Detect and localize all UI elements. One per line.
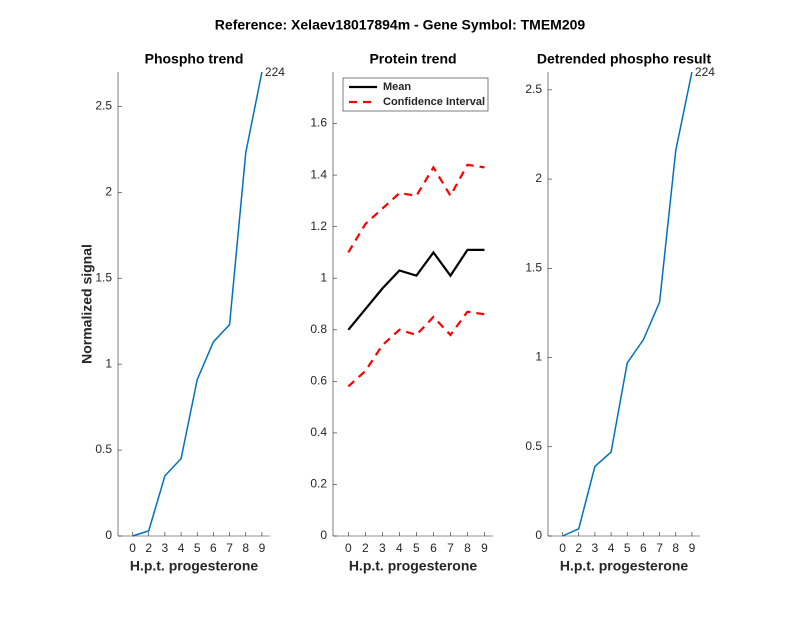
y-tick-label: 0.2	[310, 477, 327, 491]
data-line	[562, 71, 693, 537]
panel-title: Phospho trend	[145, 51, 244, 67]
annotation: 224	[695, 65, 715, 79]
x-tick-label: 5	[624, 541, 631, 555]
x-axis-label: H.p.t. progesterone	[560, 558, 689, 574]
x-tick-label: 7	[447, 541, 454, 555]
panel-title: Protein trend	[369, 51, 456, 67]
x-tick-label: 3	[379, 541, 386, 555]
y-tick-label: 2.5	[95, 99, 112, 113]
x-tick-label: 3	[162, 541, 169, 555]
x-tick-label: 4	[396, 541, 403, 555]
x-tick-label: 4	[608, 541, 615, 555]
x-tick-label: 0	[559, 541, 566, 555]
annotation: 224	[265, 65, 285, 79]
x-tick-label: 7	[226, 541, 233, 555]
x-tick-label: 6	[640, 541, 647, 555]
y-axis-label: Normalized signal	[79, 244, 95, 364]
x-tick-label: 2	[145, 541, 152, 555]
panel-title: Detrended phospho result	[537, 51, 712, 67]
x-tick-label: 9	[259, 541, 266, 555]
y-tick-label: 2	[105, 184, 112, 198]
x-tick-label: 7	[656, 541, 663, 555]
legend-label: Confidence Interval	[383, 96, 485, 108]
x-tick-label: 8	[672, 541, 679, 555]
y-tick-label: 0	[320, 528, 327, 542]
y-tick-label: 2	[535, 171, 542, 185]
y-tick-label: 1	[105, 356, 112, 370]
y-tick-label: 0.6	[310, 374, 327, 388]
x-tick-label: 2	[362, 541, 369, 555]
y-tick-label: 0	[105, 528, 112, 542]
y-tick-label: 1.4	[310, 167, 327, 181]
y-tick-label: 1	[320, 270, 327, 284]
x-tick-label: 0	[129, 541, 136, 555]
x-axis-label: H.p.t. progesterone	[349, 558, 478, 574]
lower-ci-line	[347, 310, 485, 388]
y-tick-label: 1	[535, 350, 542, 364]
x-tick-label: 4	[178, 541, 185, 555]
x-axis-label: H.p.t. progesterone	[130, 558, 259, 574]
x-tick-label: 6	[430, 541, 437, 555]
y-tick-label: 0.5	[95, 442, 112, 456]
upper-ci-line	[347, 163, 485, 254]
y-tick-label: 1.5	[95, 270, 112, 284]
data-line	[132, 71, 263, 537]
x-tick-label: 0	[345, 541, 352, 555]
y-tick-label: 0	[535, 528, 542, 542]
mean-line	[347, 248, 485, 331]
y-tick-label: 1.6	[310, 116, 327, 130]
x-tick-label: 8	[242, 541, 249, 555]
y-tick-label: 0.8	[310, 322, 327, 336]
figure-title: Reference: Xelaev18017894m - Gene Symbol…	[215, 17, 586, 33]
x-tick-label: 9	[689, 541, 696, 555]
x-tick-label: 5	[413, 541, 420, 555]
y-tick-label: 1.2	[310, 219, 327, 233]
x-tick-label: 2	[575, 541, 582, 555]
x-tick-label: 6	[210, 541, 217, 555]
x-tick-label: 5	[194, 541, 201, 555]
y-tick-label: 0.5	[525, 439, 542, 453]
x-tick-label: 8	[464, 541, 471, 555]
x-tick-label: 3	[592, 541, 599, 555]
legend-box	[342, 77, 489, 112]
y-tick-label: 1.5	[525, 260, 542, 274]
x-tick-label: 9	[481, 541, 488, 555]
y-tick-label: 0.4	[310, 425, 327, 439]
legend-label: Mean	[383, 81, 411, 93]
y-tick-label: 2.5	[525, 82, 542, 96]
